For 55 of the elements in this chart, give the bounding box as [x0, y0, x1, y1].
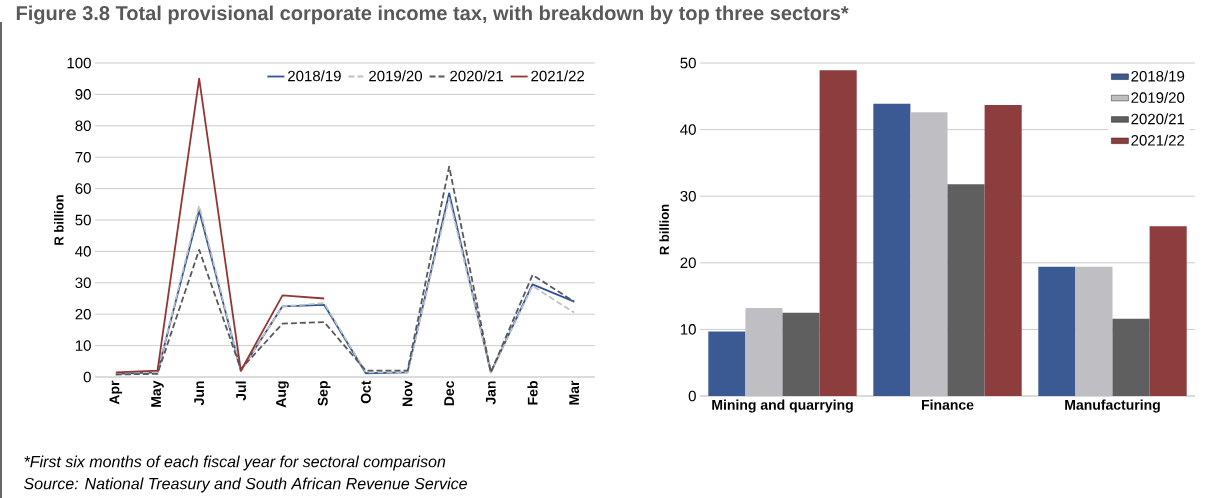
x-tick-label: Sep [317, 381, 331, 406]
y-tick-label: 40 [680, 124, 696, 135]
x-tick-label: Mining and quarrying [712, 399, 853, 413]
bar [1149, 226, 1187, 396]
source-note: Source: National Treasury and South African Revenue Service [23, 477, 467, 493]
x-tick-label: Mar [569, 380, 580, 405]
legend-label: 2018/19 [1131, 70, 1185, 82]
y-tick-label: 30 [75, 277, 91, 289]
chart-title: Figure 3.8 Total provisional corporate income tax, with breakdown by top three sectors* [16, 5, 849, 25]
y-axis-title: R billion [659, 204, 669, 255]
x-tick-label: Apr [109, 380, 123, 405]
y-tick-label: 100 [67, 57, 91, 69]
y-tick-label: 20 [75, 308, 91, 320]
y-tick-label: 40 [75, 246, 91, 257]
bar [873, 103, 911, 396]
y-tick-label: 90 [75, 89, 91, 100]
bar [782, 312, 820, 396]
bar [708, 331, 746, 396]
bar [1075, 266, 1113, 396]
x-tick-label: Feb [527, 381, 538, 405]
x-tick-label: Oct [360, 380, 371, 404]
x-tick-label: Dec [444, 380, 455, 406]
x-tick-label: Jun [194, 381, 205, 406]
bar [984, 104, 1022, 396]
y-tick-label: 70 [75, 151, 91, 163]
x-tick-label: May [151, 380, 164, 407]
y-tick-label: 80 [75, 120, 91, 132]
bar [819, 70, 857, 396]
y-tick-label: 30 [680, 190, 696, 202]
text: *First six months of each fiscal year for sectoral comparison [24, 455, 446, 471]
legend-label: 2021/22 [531, 70, 585, 82]
y-tick-label: 0 [688, 390, 696, 402]
x-tick-label: Finance [922, 399, 974, 410]
x-tick-label: Aug [276, 381, 289, 408]
y-tick-label: 20 [680, 257, 696, 269]
x-tick-label: Nov [402, 380, 413, 407]
y-tick-label: 50 [75, 214, 91, 226]
x-tick-label: Jan [485, 381, 496, 405]
x-tick-label: Jul [235, 381, 246, 401]
y-tick-label: 60 [75, 183, 91, 194]
bar [1112, 318, 1150, 396]
x-tick-label: Manufacturing [1065, 399, 1160, 413]
y-tick-label: 10 [680, 324, 696, 335]
legend-label: 2019/20 [1131, 91, 1185, 103]
legend-label: 2020/21 [1131, 113, 1185, 125]
y-tick-label: 10 [75, 340, 91, 351]
y-tick-label: 0 [83, 371, 91, 383]
legend-label: 2019/20 [369, 70, 423, 82]
y-tick-label: 50 [680, 57, 696, 69]
legend-label: 2021/22 [1131, 134, 1185, 146]
y-axis-title: R billion [54, 195, 64, 245]
legend-label: 2020/21 [450, 70, 503, 82]
legend-label: 2018/19 [288, 70, 341, 82]
bar [1038, 266, 1076, 396]
bar [947, 184, 985, 396]
